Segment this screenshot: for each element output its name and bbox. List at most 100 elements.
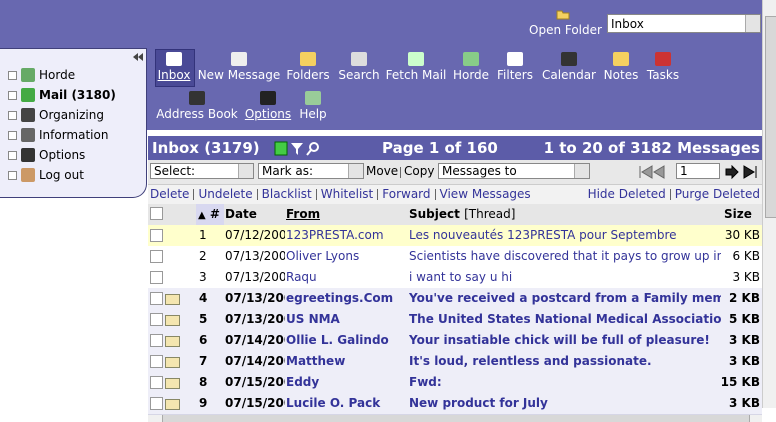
copy-link[interactable]: Copy [404, 164, 435, 178]
message-from[interactable]: Matthew [286, 354, 346, 368]
message-from[interactable]: Lucile O. Pack [286, 396, 381, 410]
toolbar-label[interactable]: Notes [603, 68, 639, 82]
expander[interactable] [8, 170, 17, 180]
sidebar-label[interactable]: Options [39, 148, 86, 162]
toolbar-icon[interactable] [166, 52, 182, 66]
message-row[interactable]: 1 07/12/2007123PRESTA.com Les nouveautés 1… [148, 225, 762, 247]
toolbar-icon[interactable] [408, 52, 424, 66]
sidebar-item[interactable]: Organizing [8, 106, 104, 124]
message-row[interactable]: 9 07/15/2007Lucile O. Pack New product for… [148, 393, 762, 415]
col-from[interactable]: From [286, 207, 321, 221]
col-subject[interactable]: Subject [409, 207, 460, 221]
toolbar-label[interactable]: Options [244, 107, 292, 121]
open-folder-label[interactable]: Open Folder [529, 23, 602, 37]
action-link[interactable]: Forward [382, 187, 431, 201]
message-row[interactable]: 2 07/13/2007Oliver Lyons Scientists have d… [148, 246, 762, 268]
sidebar-item[interactable]: Options [8, 146, 85, 164]
scroll-thumb[interactable] [765, 16, 776, 218]
sort-indicator[interactable]: ▲ [198, 210, 206, 221]
action-link[interactable]: Blacklist [261, 187, 312, 201]
message-from[interactable]: 123PRESTA.com [286, 228, 384, 242]
message-row[interactable]: 3 07/13/2007Raqu i want to say u hi 3 KB [148, 267, 762, 289]
row-checkbox[interactable] [150, 376, 163, 389]
action-link[interactable]: Purge Deleted [674, 187, 760, 201]
folder-select[interactable]: Inbox [607, 14, 761, 33]
toolbar-icon[interactable] [300, 52, 316, 66]
action-link[interactable]: View Messages [439, 187, 531, 201]
row-checkbox[interactable] [150, 334, 163, 347]
sidebar-label[interactable]: Horde [39, 68, 76, 82]
action-link[interactable]: Delete [150, 187, 190, 201]
prev-nav[interactable] [638, 165, 674, 179]
expander[interactable] [8, 70, 17, 80]
vertical-scrollbar[interactable] [762, 0, 776, 408]
expander[interactable] [8, 150, 17, 160]
toolbar-icon[interactable] [189, 91, 205, 105]
expander[interactable] [8, 110, 17, 120]
col-size[interactable]: Size [724, 207, 752, 221]
row-checkbox[interactable] [150, 313, 163, 326]
action-link[interactable]: Hide Deleted [587, 187, 666, 201]
select-all-checkbox[interactable] [150, 207, 163, 220]
toolbar-icon[interactable] [260, 91, 276, 105]
row-checkbox[interactable] [150, 250, 163, 263]
next-nav[interactable] [724, 165, 760, 179]
toolbar-label[interactable]: Fetch Mail [385, 68, 447, 82]
toolbar-label[interactable]: New Message [197, 68, 281, 82]
toolbar-label[interactable]: Horde [452, 68, 490, 82]
row-checkbox[interactable] [150, 292, 163, 305]
message-subject[interactable]: Les nouveautés 123PRESTA pour Septembre [409, 228, 677, 242]
toolbar-icon[interactable] [351, 52, 367, 66]
sidebar-item[interactable]: Horde [8, 66, 75, 84]
toolbar-icon[interactable] [655, 52, 671, 66]
sidebar-label[interactable]: Information [39, 128, 109, 142]
toolbar-label[interactable]: Filters [497, 68, 533, 82]
toolbar-label[interactable]: Folders [286, 68, 330, 82]
row-checkbox[interactable] [150, 355, 163, 368]
sidebar-label[interactable]: Mail (3180) [39, 88, 116, 102]
message-from[interactable]: Raqu [286, 270, 317, 284]
sidebar-item[interactable]: Information [8, 126, 108, 144]
message-from[interactable]: egreetings.Com [286, 291, 394, 305]
expander[interactable] [8, 90, 17, 100]
toolbar-icon[interactable] [463, 52, 479, 66]
toolbar-label[interactable]: Address Book [156, 107, 238, 121]
toolbar-label[interactable]: Inbox [157, 68, 191, 82]
message-from[interactable]: Ollie L. Galindo [286, 333, 389, 347]
col-date[interactable]: Date [225, 207, 257, 221]
message-row[interactable]: 5 07/13/2007US NMA The United States Natio… [148, 309, 762, 331]
mark-as-dropdown[interactable]: Mark as: [258, 163, 364, 179]
sidebar-item[interactable]: Mail (3180) [8, 86, 116, 104]
col-thread[interactable]: [Thread] [464, 207, 516, 221]
message-row[interactable]: 6 07/14/2006Ollie L. Galindo Your insatiab… [148, 330, 762, 352]
message-subject[interactable]: You've received a postcard from a Family… [409, 291, 721, 305]
message-subject[interactable]: Fwd: [409, 375, 442, 389]
target-dropdown[interactable]: Messages to [438, 163, 590, 179]
toolbar-icon[interactable] [613, 52, 629, 66]
collapse-icon[interactable] [132, 52, 144, 62]
message-row[interactable]: 7 07/14/2007Matthew It's loud, relentless … [148, 351, 762, 373]
message-subject[interactable]: Scientists have discovered that it pays … [409, 249, 721, 263]
action-link[interactable]: Whitelist [320, 187, 374, 201]
mailbox-icons[interactable] [274, 141, 322, 156]
message-subject[interactable]: The United States National Medical Assoc… [409, 312, 721, 326]
sidebar-label[interactable]: Log out [39, 168, 84, 182]
toolbar-label[interactable]: Tasks [646, 68, 680, 82]
page-input[interactable]: 1 [676, 163, 720, 179]
action-link[interactable]: Undelete [198, 187, 253, 201]
toolbar-label[interactable]: Search [338, 68, 380, 82]
message-row[interactable]: 4 07/13/2007egreetings.Com You've received… [148, 288, 762, 310]
expander[interactable] [8, 130, 17, 140]
toolbar-label[interactable]: Calendar [542, 68, 596, 82]
move-link[interactable]: Move [366, 164, 399, 178]
message-from[interactable]: Eddy [286, 375, 320, 389]
toolbar-icon[interactable] [305, 91, 321, 105]
select-dropdown[interactable]: Select: [150, 163, 254, 179]
message-from[interactable]: US NMA [286, 312, 340, 326]
sidebar-label[interactable]: Organizing [39, 108, 104, 122]
col-number[interactable]: # [209, 207, 220, 221]
row-checkbox[interactable] [150, 271, 163, 284]
message-subject[interactable]: Your insatiable chick will be full of pl… [409, 333, 710, 347]
sidebar-item[interactable]: Log out [8, 166, 84, 184]
toolbar-icon[interactable] [507, 52, 523, 66]
